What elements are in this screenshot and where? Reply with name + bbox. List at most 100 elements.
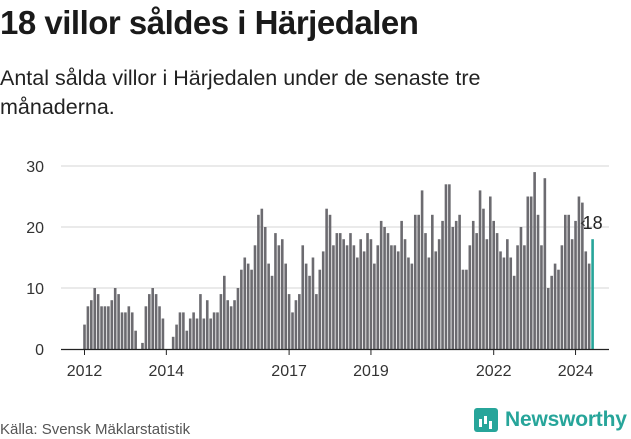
y-tick-label: 20 <box>26 220 44 237</box>
bar <box>543 178 547 349</box>
bar <box>512 275 516 349</box>
chart-subtitle: Antal sålda villor i Härjedalen under de… <box>0 66 481 119</box>
bar <box>284 263 287 349</box>
y-axis-ticks: 0 10 20 30 <box>26 159 44 359</box>
bar <box>335 233 339 349</box>
bar <box>110 300 114 349</box>
bar <box>434 251 438 349</box>
bar <box>376 245 380 349</box>
bar <box>154 294 158 349</box>
bar <box>219 294 223 349</box>
bar <box>349 233 352 349</box>
bar <box>212 312 216 349</box>
bar <box>352 245 356 349</box>
bar <box>301 245 305 349</box>
bar <box>400 220 403 349</box>
bar <box>475 233 478 349</box>
bar <box>192 312 195 349</box>
bar <box>226 300 230 349</box>
newsworthy-logo: Newsworthy <box>474 408 627 432</box>
bar <box>567 214 571 349</box>
bar <box>175 324 178 349</box>
bar <box>130 312 134 349</box>
bar <box>550 275 553 349</box>
x-tick-label: 2017 <box>271 363 307 380</box>
bar <box>587 263 591 349</box>
bar <box>533 172 536 349</box>
bar <box>379 220 383 349</box>
bar <box>250 269 253 349</box>
bar <box>291 312 294 349</box>
chart-title: 18 villor såldes i Härjedalen <box>0 4 419 41</box>
bar <box>574 220 577 349</box>
bar <box>171 336 175 349</box>
bar <box>124 312 127 349</box>
bar <box>529 196 533 349</box>
bar <box>454 220 458 349</box>
bar <box>321 251 325 349</box>
bar <box>546 288 550 349</box>
bar <box>332 245 335 349</box>
bar <box>570 239 574 349</box>
bar <box>441 220 444 349</box>
bar <box>444 184 448 349</box>
bar <box>482 208 485 349</box>
x-tick-label: 2022 <box>476 363 512 380</box>
bar <box>117 294 120 349</box>
bar <box>257 214 260 349</box>
bar <box>195 318 199 349</box>
bar <box>240 269 243 349</box>
bar <box>141 342 144 349</box>
bar <box>223 275 226 349</box>
bar <box>103 306 107 349</box>
bar <box>188 318 192 349</box>
newsworthy-logo-icon <box>474 408 498 432</box>
x-tick-label: 2014 <box>149 363 185 380</box>
bar <box>151 288 154 349</box>
bar <box>100 306 103 349</box>
bar <box>495 233 499 349</box>
x-tick-label: 2012 <box>67 363 103 380</box>
bar <box>216 312 219 349</box>
bar <box>393 245 397 349</box>
bar <box>577 196 581 349</box>
bar <box>492 220 495 349</box>
newsworthy-logo-text: Newsworthy <box>505 408 627 431</box>
bar <box>287 294 291 349</box>
bar <box>506 239 509 349</box>
value-label-latest: 18 <box>583 213 603 233</box>
bar <box>516 245 519 349</box>
bar <box>420 190 424 349</box>
bar <box>485 239 489 349</box>
bar <box>488 196 492 349</box>
bar <box>437 239 441 349</box>
bar <box>509 257 513 349</box>
bar <box>540 245 543 349</box>
bar <box>83 324 86 349</box>
bar <box>458 214 461 349</box>
bar <box>308 275 311 349</box>
bar <box>581 202 584 349</box>
bar <box>338 233 342 349</box>
value-labels: 18 <box>580 213 603 233</box>
x-tick-label: 2024 <box>558 363 594 380</box>
bar <box>253 245 257 349</box>
bar <box>158 306 161 349</box>
bar <box>359 239 363 349</box>
bar <box>318 269 322 349</box>
bar <box>523 245 526 349</box>
bar <box>478 190 482 349</box>
bar <box>263 227 267 349</box>
bar <box>161 318 165 349</box>
bar <box>107 306 110 349</box>
bar <box>342 239 345 349</box>
bar <box>229 306 233 349</box>
bar <box>356 257 359 349</box>
bar <box>564 214 567 349</box>
bars <box>83 172 594 349</box>
bar <box>147 294 151 349</box>
bar <box>243 257 247 349</box>
bar <box>86 306 90 349</box>
bar <box>373 263 376 349</box>
